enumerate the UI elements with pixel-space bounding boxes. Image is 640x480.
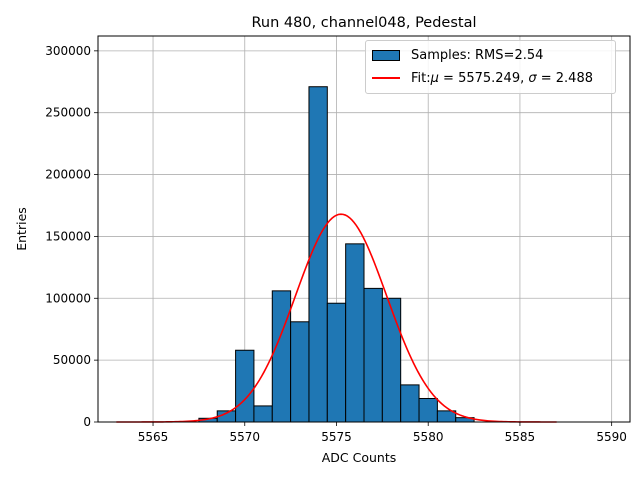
x-axis-label: ADC Counts [322,450,397,465]
histogram-bar [271,290,292,423]
histogram-bar [400,384,420,423]
fit-layer [116,213,557,423]
legend-sigma-symbol: σ [528,70,537,86]
x-tick-label: 5585 [505,430,536,444]
histogram-bar [326,302,347,423]
x-tick-label: 5575 [321,430,352,444]
histogram-bar [235,349,255,423]
histogram-bar [418,397,438,423]
histogram-bar [345,243,365,423]
histogram-bar [290,321,310,423]
x-tick-label: 5580 [413,430,444,444]
legend-samples-rms: 2.54 [514,47,544,63]
legend-sigma-text: = 2.488 [536,70,593,86]
legend-samples-prefix: Samples: RMS= [411,47,515,63]
chart-title: Run 480, channel048, Pedestal [251,15,476,31]
histogram-bar [363,287,383,423]
legend-samples-swatch [372,49,400,61]
x-tick-label: 5570 [229,430,260,444]
legend-entry-samples: Samples: RMS= 2.54 [366,45,543,65]
y-tick-label: 250000 [45,106,91,120]
histogram-bar [381,297,402,423]
y-tick-label: 300000 [45,44,91,58]
legend-fit-swatch [372,77,400,79]
y-tick-label: 0 [83,415,91,429]
legend: Samples: RMS= 2.54 Fit: μ = 5575.249, σ =… [365,40,616,94]
y-tick-label: 150000 [45,229,91,243]
y-tick-label: 200000 [45,168,91,182]
legend-entry-fit: Fit: μ = 5575.249, σ = 2.488 [366,68,593,88]
legend-mu-symbol: μ [430,70,439,86]
x-tick-label: 5590 [596,430,627,444]
x-tick-label: 5565 [138,430,169,444]
y-tick-label: 100000 [45,291,91,305]
legend-mu-text: = 5575.249, [438,70,529,86]
x-ticks: 5565 5570 5575 5580 5585 5590 [138,422,627,444]
plot-frame [97,35,631,423]
fit-curve [116,213,557,423]
legend-fit-prefix: Fit: [411,70,431,86]
y-ticks: 0 50000 100000 150000 200000 250000 300000 [45,44,98,429]
y-axis-label: Entries [14,207,29,251]
y-tick-label: 50000 [53,353,91,367]
histogram-bar [253,405,273,423]
